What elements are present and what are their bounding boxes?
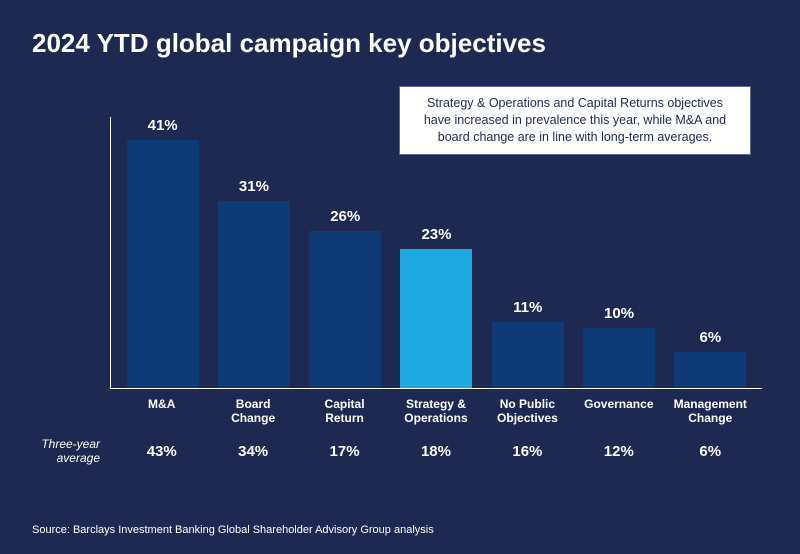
bar-column: 23%: [391, 226, 482, 388]
bar-chart: 41% 31% 26% 23% 11% 10% 6% M&ABoardChangeCapit…: [110, 117, 762, 466]
bar: [218, 201, 290, 388]
bar-value-label: 23%: [421, 226, 451, 243]
bar-value-label: 6%: [699, 329, 721, 346]
bar-column: 11%: [482, 299, 573, 388]
x-axis-label: ManagementChange: [665, 397, 756, 427]
three-year-average-row: Three-year average 43%34%17%18%16%12%6%: [32, 437, 762, 466]
bar-column: 31%: [208, 178, 299, 388]
x-axis-label: No PublicObjectives: [482, 397, 573, 427]
x-axis-label: Strategy &Operations: [390, 397, 481, 427]
bar: [309, 231, 381, 388]
plot-area: 41% 31% 26% 23% 11% 10% 6%: [110, 117, 762, 389]
x-axis-label: CapitalReturn: [299, 397, 390, 427]
bar: [400, 249, 472, 388]
avg-cell: 16%: [482, 443, 573, 460]
bar: [492, 322, 564, 388]
bar: [583, 328, 655, 388]
bar-value-label: 41%: [148, 117, 178, 134]
bar-value-label: 31%: [239, 178, 269, 195]
x-axis-label: M&A: [116, 397, 207, 427]
bar-column: 10%: [573, 305, 664, 388]
avg-cell: 43%: [116, 443, 207, 460]
avg-cell: 17%: [299, 443, 390, 460]
avg-cell: 12%: [573, 443, 664, 460]
x-axis-labels: M&ABoardChangeCapitalReturnStrategy &Ope…: [110, 397, 762, 427]
x-axis-label: BoardChange: [207, 397, 298, 427]
avg-cell: 6%: [665, 443, 756, 460]
bar: [127, 140, 199, 388]
x-axis-label: Governance: [573, 397, 664, 427]
bar-value-label: 26%: [330, 208, 360, 225]
avg-row-label: Three-year average: [32, 437, 110, 466]
chart-title: 2024 YTD global campaign key objectives: [32, 28, 768, 59]
bar-value-label: 11%: [513, 299, 542, 316]
bar-value-label: 10%: [604, 305, 634, 322]
bar-column: 41%: [117, 117, 208, 388]
avg-cell: 34%: [207, 443, 298, 460]
bar-column: 6%: [665, 329, 756, 388]
bar: [674, 352, 746, 388]
bar-column: 26%: [300, 208, 391, 388]
avg-cell: 18%: [390, 443, 481, 460]
source-text: Source: Barclays Investment Banking Glob…: [32, 524, 434, 536]
